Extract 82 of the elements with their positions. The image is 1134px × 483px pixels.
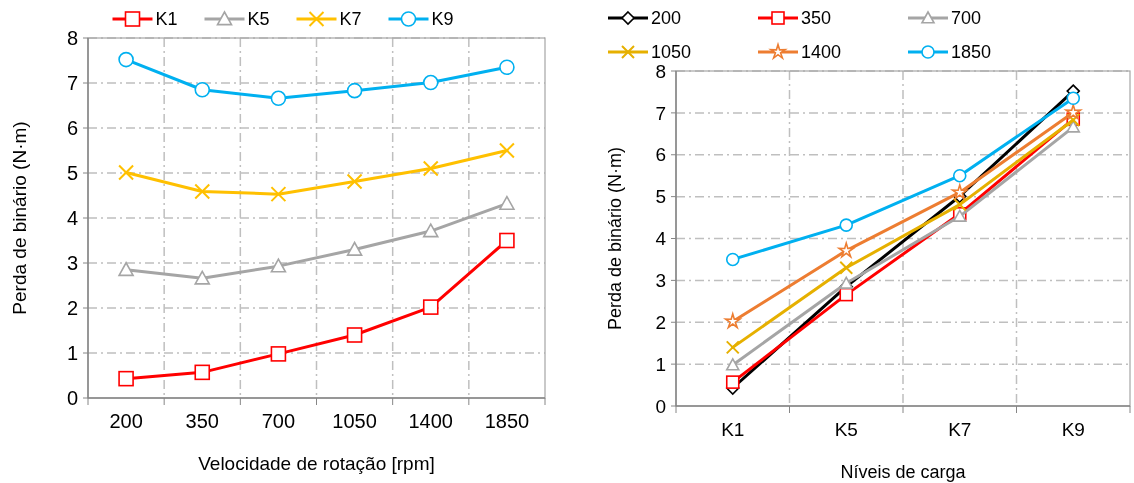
- legend-label: 1850: [951, 42, 992, 63]
- y-tick-label: 8: [655, 60, 666, 82]
- y-axis-title: Perda de binário (N·m): [9, 121, 30, 315]
- legend-label: 200: [651, 8, 682, 29]
- x-axis-title: Velocidade de rotação [rpm]: [198, 453, 435, 474]
- point: [1066, 120, 1081, 133]
- y-tick-label: 6: [66, 117, 78, 139]
- x-tick-label: K5: [834, 419, 858, 440]
- y-tick-label: 6: [655, 144, 666, 166]
- x-tick-label: 350: [185, 410, 219, 432]
- point: [498, 142, 515, 159]
- legend-label: K5: [247, 9, 270, 30]
- y-tick-label: 4: [655, 228, 667, 250]
- point: [118, 164, 135, 181]
- y-tick-label: 7: [66, 72, 78, 94]
- point: [270, 346, 287, 362]
- y-tick-label: 2: [66, 297, 78, 319]
- point: [270, 186, 287, 203]
- point: [118, 261, 134, 277]
- point: [839, 276, 854, 289]
- x-tick-label: 200: [109, 410, 143, 432]
- point: [952, 197, 967, 212]
- x-tick-label: 1850: [484, 410, 530, 432]
- point: [118, 370, 134, 387]
- point: [270, 258, 287, 273]
- point: [194, 364, 211, 381]
- point: [838, 242, 855, 258]
- point: [346, 241, 363, 256]
- point: [118, 51, 134, 68]
- point: [270, 90, 287, 107]
- point: [839, 218, 854, 232]
- point: [346, 82, 363, 99]
- point: [499, 195, 515, 210]
- y-tick-label: 1: [655, 353, 666, 375]
- legend-label: 1400: [801, 42, 842, 63]
- point: [194, 81, 211, 98]
- point: [839, 260, 854, 275]
- point: [839, 287, 854, 302]
- point: [422, 74, 439, 91]
- x-tick-label: 700: [261, 410, 296, 432]
- y-tick-label: 5: [655, 186, 666, 208]
- point: [1065, 104, 1082, 120]
- y-tick-label: 5: [66, 162, 78, 184]
- point: [724, 313, 741, 329]
- point: [194, 183, 211, 200]
- x-tick-label: 1400: [408, 410, 453, 432]
- x-tick-label: K9: [1061, 419, 1085, 440]
- y-tick-label: 7: [655, 102, 666, 124]
- point: [422, 299, 439, 315]
- point: [952, 168, 967, 183]
- x-tick-label: K7: [948, 419, 972, 440]
- legend-label: 1050: [651, 42, 692, 63]
- legend-label: K9: [431, 9, 454, 30]
- legend-label: K1: [155, 9, 178, 30]
- point: [346, 173, 363, 190]
- y-tick-label: 0: [655, 395, 666, 417]
- point: [725, 340, 740, 355]
- y-tick-label: 2: [655, 311, 666, 333]
- legend-label: 350: [801, 8, 832, 29]
- point: [499, 59, 515, 76]
- x-axis-title: Níveis de carga: [840, 462, 967, 482]
- point: [346, 327, 363, 343]
- point: [1066, 91, 1081, 106]
- point: [951, 184, 968, 200]
- y-axis-title: Perda de binário (N·m): [605, 146, 625, 331]
- y-tick-label: 1: [66, 342, 78, 364]
- legend-label: K7: [339, 9, 362, 30]
- y-tick-label: 0: [66, 387, 78, 409]
- point: [725, 358, 740, 371]
- point: [422, 223, 439, 238]
- point: [194, 270, 211, 285]
- point: [725, 252, 740, 267]
- point: [499, 232, 515, 249]
- y-tick-label: 8: [66, 27, 78, 49]
- point: [725, 375, 740, 389]
- x-tick-label: K1: [721, 419, 745, 440]
- legend-label: 700: [951, 8, 982, 29]
- x-tick-label: 1050: [332, 410, 377, 432]
- y-tick-label: 3: [655, 270, 666, 292]
- y-tick-label: 3: [66, 252, 78, 274]
- y-tick-label: 4: [66, 207, 78, 229]
- point: [422, 160, 439, 177]
